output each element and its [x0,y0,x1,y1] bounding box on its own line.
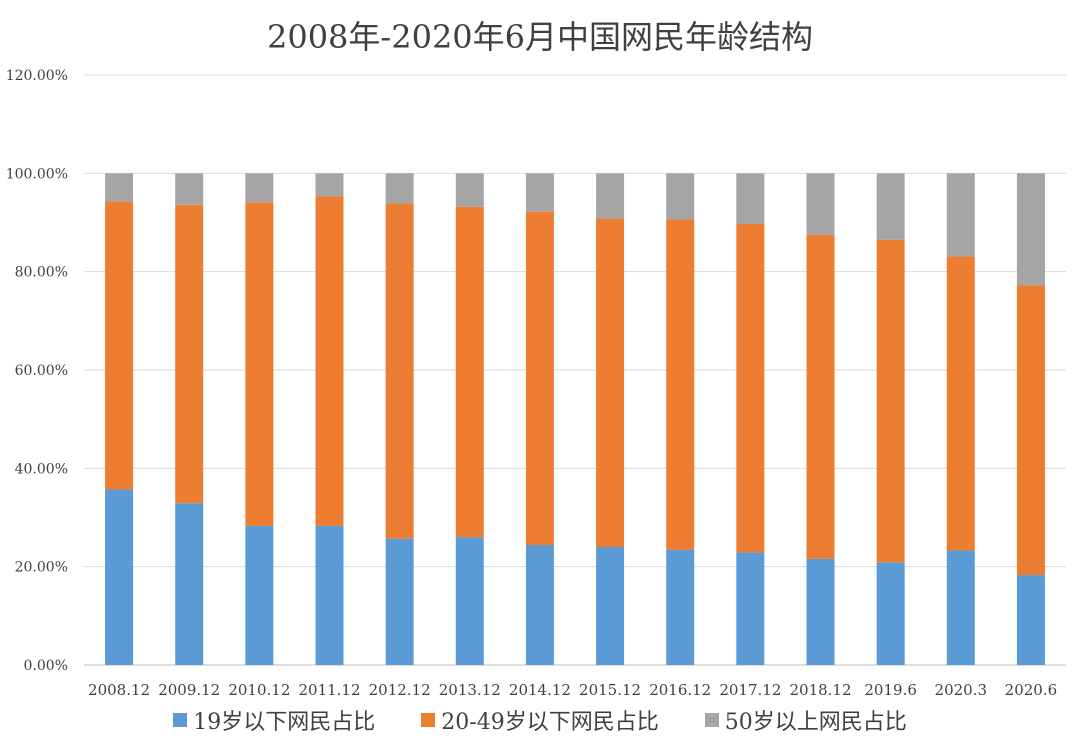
bar-segment-s2-2020.3 [946,173,975,257]
x-category-label: 2016.12 [649,681,711,699]
y-axis-tick-labels: 0.00% 20.00% 40.00% 60.00% 80.00% 100.00% 120.… [6,68,68,674]
grid-lines [84,74,1066,666]
bar-segment-s1-2015.12 [596,218,625,548]
bar-segment-s2-2017.12 [736,173,765,224]
x-category-label: 2009.12 [158,681,220,699]
bar-segment-s1-2010.12 [245,202,274,526]
bar-segment-s2-2009.12 [175,173,204,205]
x-category-label: 2008.12 [88,681,150,699]
bar-segment-s0-2012.12 [385,538,414,665]
legend: 19岁以下网民占比 20-49岁以下网民占比 50岁以上网民占比 [0,704,1080,736]
bar-segment-s2-2018.12 [806,173,835,235]
legend-swatch [173,713,188,727]
bar-segment-s1-2012.12 [385,203,414,539]
y-tick-label: 40.00% [15,461,68,477]
bar-segment-s1-2016.12 [666,219,695,550]
bar-segment-s1-2013.12 [455,206,484,538]
bar-segment-s0-2020.3 [946,550,975,665]
x-category-label: 2020.3 [935,681,988,699]
bar-segment-s1-2008.12 [105,201,134,490]
legend-swatch [704,713,719,727]
bar-segment-s0-2009.12 [175,503,204,665]
legend-swatch [421,713,436,727]
y-tick-label: 60.00% [15,363,68,379]
bar-segment-s2-2020.6 [1016,173,1045,286]
bar-segment-s0-2016.12 [666,549,695,665]
x-axis-category-labels: 2008.12 2009.12 2010.12 2011.12 2012.12 2013.… [88,681,1057,699]
bar-segment-s0-2013.12 [455,537,484,665]
x-category-label: 2013.12 [439,681,501,699]
legend-label: 19岁以下网民占比 [193,710,376,735]
x-category-label: 2012.12 [369,681,431,699]
x-category-label: 2010.12 [228,681,290,699]
bar-segment-s1-2011.12 [315,196,344,526]
bar-segment-s0-2018.12 [806,558,835,665]
bar-segment-s2-2014.12 [525,173,554,212]
bar-segment-s1-2019.6 [876,239,905,563]
legend-label: 20-49岁以下网民占比 [441,710,659,735]
bars [105,173,1045,665]
bar-segment-s0-2019.6 [876,562,905,665]
bar-segment-s1-2014.12 [525,211,554,546]
bar-segment-s1-2018.12 [806,234,835,559]
bar-segment-s1-2017.12 [736,223,765,553]
bar-segment-s2-2011.12 [315,173,344,197]
x-category-label: 2017.12 [719,681,781,699]
bar-segment-s2-2015.12 [596,173,625,219]
x-category-label: 2015.12 [579,681,641,699]
x-category-label: 2018.12 [789,681,851,699]
bar-segment-s2-2010.12 [245,173,274,203]
bar-segment-s0-2008.12 [105,489,134,665]
bar-segment-s0-2010.12 [245,525,274,665]
legend-item: 19岁以下网民占比 [173,704,375,736]
bar-segment-s0-2020.6 [1016,575,1045,665]
x-category-label: 2019.6 [864,681,917,699]
y-tick-label: 80.00% [15,265,68,281]
bar-segment-s1-2009.12 [175,204,204,504]
bar-segment-s0-2014.12 [525,545,554,665]
legend-label: 50岁以上网民占比 [724,710,907,735]
bar-segment-s0-2015.12 [596,547,625,665]
legend-item: 20-49岁以下网民占比 [421,704,659,736]
bar-segment-s2-2008.12 [105,173,134,202]
bar-segment-s2-2019.6 [876,173,905,240]
bar-segment-s0-2017.12 [736,552,765,665]
x-category-label: 2020.6 [1005,681,1058,699]
bar-segment-s0-2011.12 [315,525,344,665]
y-tick-label: 20.00% [15,560,68,576]
chart-title: 2008年-2020年6月中国网民年龄结构 [266,18,814,56]
legend-item: 50岁以上网民占比 [704,704,907,736]
y-tick-label: 0.00% [24,658,68,674]
y-tick-label: 120.00% [6,68,68,84]
x-category-label: 2011.12 [298,681,360,699]
bar-segment-s2-2016.12 [666,173,695,220]
bar-segment-s2-2012.12 [385,173,414,204]
x-category-label: 2014.12 [509,681,571,699]
bar-segment-s1-2020.3 [946,256,975,551]
bar-segment-s2-2013.12 [455,173,484,207]
stacked-bar-chart: 0.00% 20.00% 40.00% 60.00% 80.00% 100.00% 120.… [6,68,1066,699]
y-tick-label: 100.00% [6,166,68,182]
bar-segment-s1-2020.6 [1016,285,1045,576]
